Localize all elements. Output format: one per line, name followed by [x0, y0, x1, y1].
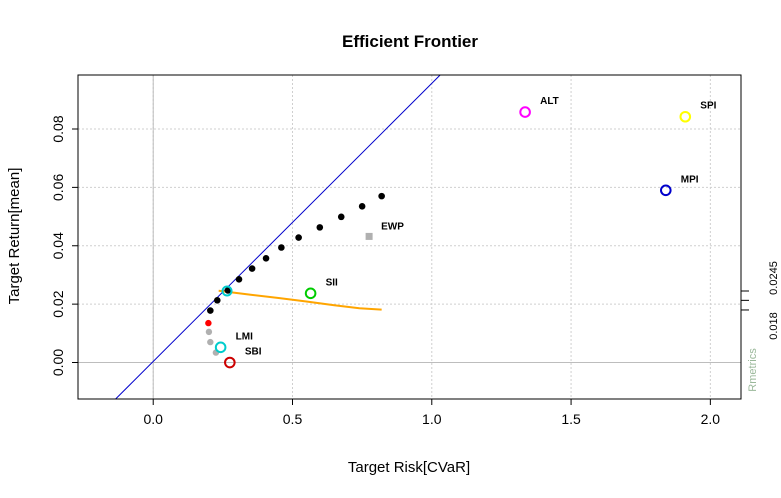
plot-frame: [77, 74, 742, 400]
rmetrics-watermark: Rmetrics: [747, 348, 759, 392]
frontier-point: [316, 224, 324, 231]
x-tick-label: 1.5: [561, 411, 581, 427]
frontier-point: [248, 265, 256, 272]
tangency-line: [115, 75, 441, 399]
frontier-point: [207, 307, 214, 314]
x-tick-label: 0.0: [143, 411, 163, 427]
grid-lines: [78, 75, 741, 399]
ewp-label: EWP: [381, 221, 404, 232]
asset-label-sbi: SBI: [245, 347, 262, 358]
plot-data: EWP ALT SPI MPI SII LMI SBI: [115, 75, 717, 399]
asset-point-spi: [679, 110, 692, 123]
y-tick-label: 0.02: [50, 290, 66, 317]
inefficient-point: [207, 338, 214, 346]
frontier-point: [278, 244, 285, 251]
y-tick-label: 0.00: [50, 349, 66, 376]
frontier-point: [213, 297, 221, 304]
asset-point-sbi: [224, 356, 236, 369]
frontier-point: [224, 287, 232, 294]
x-tick-label: 2.0: [701, 411, 721, 427]
tangency-point: [221, 285, 233, 297]
y-tick-label: 0.06: [50, 174, 66, 201]
asset-point-sii: [304, 287, 317, 300]
asset-point-lmi: [214, 341, 227, 354]
asset-label-spi: SPI: [700, 101, 716, 112]
frontier-point: [295, 234, 302, 241]
axes: 0.0 0.5 1.0 1.5 2.0 0.00 0.02 0.04 0.06 0.08: [50, 115, 720, 427]
frontier-point: [378, 192, 385, 200]
asset-label-alt: ALT: [540, 96, 559, 107]
y-tick-label: 0.04: [50, 232, 66, 259]
frontier-point: [358, 203, 366, 210]
x-axis-label: Target Risk[CVaR]: [348, 459, 470, 476]
right-axis-label: 0.018: [768, 312, 780, 340]
x-tick-label: 1.0: [422, 411, 442, 427]
min-variance-point: [205, 319, 212, 327]
ewp-point: [365, 232, 373, 240]
asset-point-alt: [519, 106, 531, 118]
x-tick-label: 0.5: [283, 411, 303, 427]
asset-label-mpi: MPI: [681, 174, 699, 185]
right-axis: 0.018 0.0245: [740, 261, 780, 340]
y-tick-label: 0.08: [50, 115, 66, 142]
plot-clip-group: EWP ALT SPI MPI SII LMI SBI: [115, 75, 717, 399]
asset-label-lmi: LMI: [236, 331, 253, 342]
chart-title: Efficient Frontier: [342, 32, 478, 51]
frontier-point: [235, 276, 243, 283]
orange-frontier-line: [218, 289, 382, 311]
inefficient-point: [205, 328, 213, 336]
asset-label-sii: SII: [326, 277, 338, 288]
right-axis-label: 0.0245: [768, 261, 780, 295]
y-axis-label: Target Return[mean]: [6, 168, 23, 305]
asset-point-mpi: [659, 184, 672, 197]
frontier-point: [337, 213, 345, 221]
frontier-point: [262, 255, 270, 262]
